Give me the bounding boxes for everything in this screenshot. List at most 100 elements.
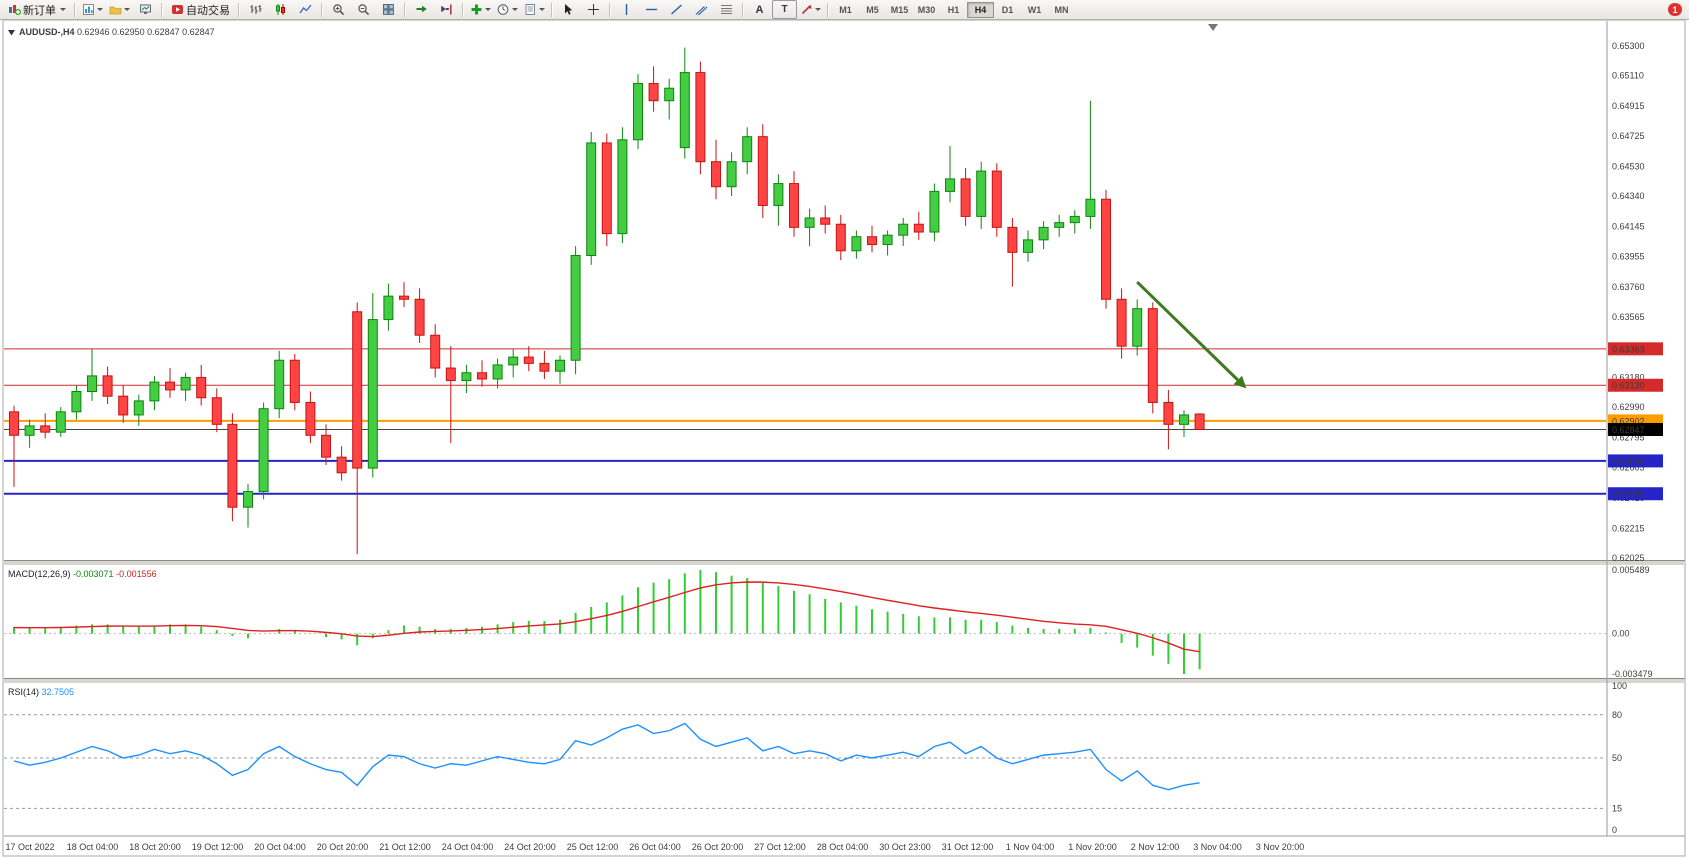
- symbol-dropdown-icon[interactable]: [8, 30, 15, 36]
- horizontal-line-button[interactable]: [639, 0, 664, 19]
- periods-button[interactable]: [494, 0, 521, 19]
- tile-windows-button[interactable]: [376, 0, 401, 19]
- price-line-label: 0.62847: [1612, 425, 1645, 435]
- chart-area[interactable]: 0.65300 0.65110 0.64915 0.64725 0.64530 0.643…: [0, 20, 1689, 858]
- candle-body: [289, 359, 300, 403]
- timeframe-mn-button[interactable]: MN: [1054, 4, 1069, 15]
- candle-body: [399, 295, 409, 300]
- crosshair-button[interactable]: [581, 0, 606, 19]
- toolbar-separator: [609, 2, 611, 17]
- price-axis-label: 0.64725: [1612, 131, 1645, 141]
- indicators-button[interactable]: [467, 0, 494, 19]
- time-axis-label: 20 Oct 04:00: [254, 842, 306, 852]
- candle-body: [695, 72, 706, 163]
- chart-icon: [83, 4, 94, 15]
- trend-arrow[interactable]: [1136, 280, 1239, 382]
- rsi-axis-label: 15: [1612, 803, 1622, 813]
- zoom-in-icon: [333, 4, 345, 16]
- fibonacci-button[interactable]: [714, 0, 739, 19]
- zoom-in-button[interactable]: [326, 0, 351, 19]
- market-watch-icon: [140, 4, 151, 14]
- text-label-button[interactable]: T: [772, 0, 797, 19]
- rsi-axis-label: 80: [1612, 710, 1622, 720]
- candle-body: [321, 434, 331, 458]
- cursor-icon: [565, 4, 573, 15]
- channel-button[interactable]: [689, 0, 714, 19]
- toolbar-separator: [321, 2, 323, 17]
- candle-body: [180, 376, 191, 391]
- timeframe-d1-button[interactable]: D1: [1001, 4, 1014, 15]
- templates-button[interactable]: [521, 0, 548, 19]
- candle-body: [601, 142, 612, 235]
- candlestick-chart-button[interactable]: [268, 0, 293, 19]
- notification-badge[interactable]: 1: [1668, 3, 1682, 16]
- candle-body: [211, 397, 222, 425]
- price-axis-label: 0.63760: [1612, 282, 1645, 292]
- vertical-line-button[interactable]: [614, 0, 639, 19]
- toolbar: 新订单 自动交易: [0, 0, 1689, 20]
- tile-windows-icon: [383, 4, 394, 15]
- price-axis-label: 0.65110: [1612, 71, 1644, 81]
- text-button[interactable]: A: [747, 0, 772, 19]
- auto-scroll-button[interactable]: [409, 0, 434, 19]
- text-label-icon: T: [781, 4, 788, 15]
- new-order-button[interactable]: 新订单: [3, 0, 71, 19]
- chart-window-frame: [2, 20, 1686, 857]
- arrow-tool-icon: [801, 4, 812, 15]
- time-axis-label: 26 Oct 04:00: [629, 842, 681, 852]
- price-line-label-box: [1608, 422, 1663, 436]
- price-axis-label: 0.62795: [1612, 433, 1645, 443]
- candle-body: [633, 83, 643, 141]
- line-chart-button[interactable]: [293, 0, 318, 19]
- candle-body: [789, 183, 799, 228]
- chart-shift-button[interactable]: [434, 0, 459, 19]
- zoom-out-button[interactable]: [351, 0, 376, 19]
- timeframe-h4-button[interactable]: H4: [967, 1, 994, 18]
- profiles-button[interactable]: [106, 0, 133, 19]
- timeframe-m1-button[interactable]: M1: [839, 4, 852, 15]
- timeframe-toolbar: M1 M5 M15 M30 H1 H4 D1 W1 MN: [832, 1, 1075, 18]
- cursor-button[interactable]: [556, 0, 581, 19]
- candle-body: [414, 298, 425, 336]
- candle-body: [773, 183, 784, 206]
- panel-separator[interactable]: [4, 560, 1685, 565]
- candle-body: [523, 356, 534, 364]
- time-axis-label: 31 Oct 12:00: [942, 842, 994, 852]
- chart-shift-marker[interactable]: [1208, 24, 1218, 31]
- price-axis-label: 0.63565: [1612, 312, 1645, 322]
- candle-body: [1147, 308, 1158, 403]
- crosshair-icon: [588, 4, 599, 15]
- price-line-label: 0.62902: [1612, 416, 1645, 426]
- timeframe-m5-button[interactable]: M5: [866, 4, 879, 15]
- vertical-line-icon: [625, 4, 628, 15]
- price-line-label-box: [1608, 378, 1663, 392]
- market-watch-button[interactable]: [133, 0, 158, 19]
- candle-body: [726, 161, 737, 188]
- trend-arrow-head: [1233, 375, 1247, 389]
- new-chart-button[interactable]: [79, 0, 106, 19]
- time-axis-label: 2 Nov 12:00: [1131, 842, 1180, 852]
- panel-separator[interactable]: [4, 678, 1685, 683]
- timeframe-h1-button[interactable]: H1: [947, 4, 960, 15]
- price-axis-label: 0.62215: [1612, 523, 1645, 533]
- time-axis-label: 26 Oct 20:00: [692, 842, 744, 852]
- candle-body: [71, 391, 82, 413]
- bars-chart-button[interactable]: [243, 0, 268, 19]
- macd-axis-label: 0.005489: [1612, 565, 1650, 575]
- time-axis-label: 17 Oct 2022: [5, 842, 54, 852]
- candle-body: [742, 136, 753, 163]
- timeframe-m15-button[interactable]: M15: [890, 4, 909, 15]
- candle-body: [492, 364, 503, 380]
- autotrading-button[interactable]: 自动交易: [166, 0, 235, 19]
- candle-body: [1007, 226, 1018, 253]
- timeframe-w1-button[interactable]: W1: [1027, 4, 1042, 15]
- candle-body: [87, 375, 97, 393]
- timeframe-m30-button[interactable]: M30: [917, 4, 936, 15]
- arrows-button[interactable]: [797, 0, 824, 19]
- trendline-button[interactable]: [664, 0, 689, 19]
- candle-body: [274, 359, 285, 410]
- candle-body: [383, 295, 394, 321]
- candle-body: [352, 311, 363, 469]
- price-line-label: 0.63363: [1612, 344, 1645, 354]
- candle-body: [1163, 401, 1174, 425]
